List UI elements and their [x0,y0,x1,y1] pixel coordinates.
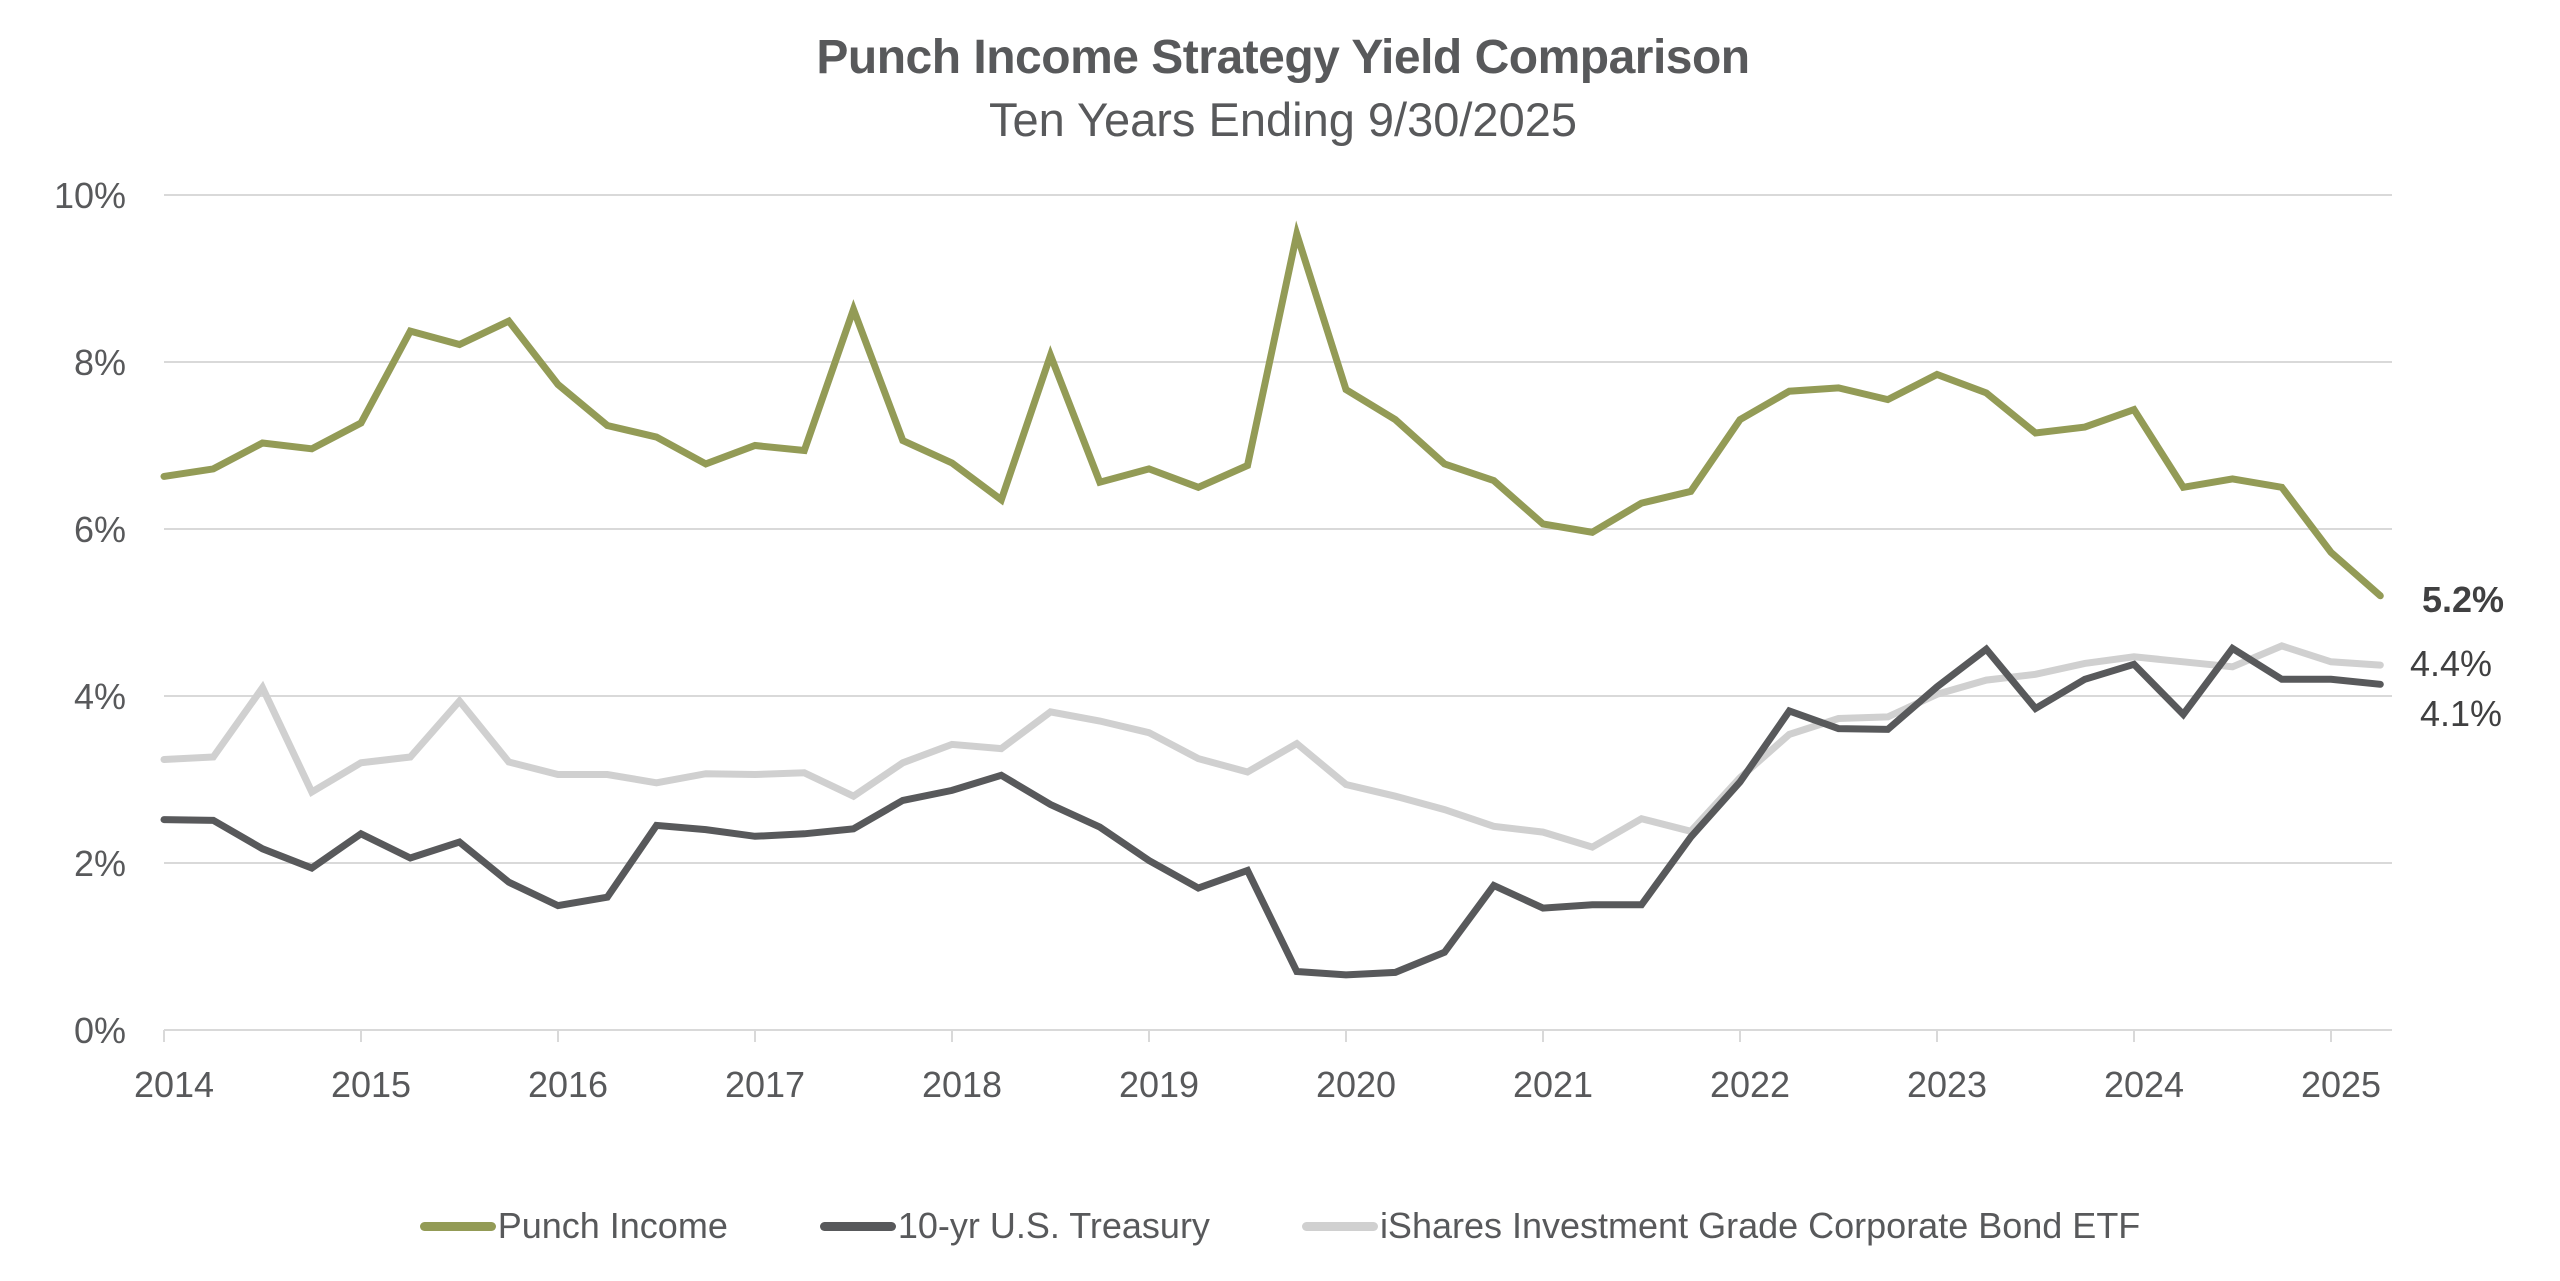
x-tick-label: 2022 [1710,1064,1790,1105]
x-tick-label: 2016 [528,1064,608,1105]
y-tick-label: 8% [74,342,126,383]
y-axis: 0% 2% 4% 6% 8% 10% [54,175,126,1051]
x-tick-label: 2017 [725,1064,805,1105]
x-tick-label: 2019 [1119,1064,1199,1105]
y-tick-label: 0% [74,1010,126,1051]
end-value-labels: 5.2% 4.4% 4.1% [2410,579,2504,734]
punch-end-label: 5.2% [2422,579,2504,620]
treasury-end-label: 4.1% [2420,693,2502,734]
x-tick-label: 2018 [922,1064,1002,1105]
y-tick-label: 10% [54,175,126,216]
x-tick-label: 2021 [1513,1064,1593,1105]
legend-label: Punch Income [497,1205,728,1246]
series-lines [160,220,2384,979]
x-tick-label: 2020 [1316,1064,1396,1105]
chart-title: Punch Income Strategy Yield Comparison [816,31,1750,84]
legend-item-punch-income: Punch Income [419,1205,728,1247]
y-tick-label: 4% [74,676,126,717]
punch-income-line [160,220,2384,600]
legend: Punch Income 10-yr U.S. Treasury iShares… [0,1205,2560,1247]
x-tick-label: 2015 [331,1064,411,1105]
ig-etf-swatch-icon [1301,1221,1378,1231]
legend-item-ig-etf: iShares Investment Grade Corporate Bond … [1301,1205,2141,1247]
y-tick-label: 6% [74,509,126,550]
x-tick-label: 2024 [2104,1064,2184,1105]
x-tick-label: 2025 [2301,1064,2381,1105]
chart-subtitle: Ten Years Ending 9/30/2025 [988,93,1577,146]
legend-item-treasury: 10-yr U.S. Treasury [819,1205,1210,1247]
x-tick-label: 2023 [1907,1064,1987,1105]
legend-label: iShares Investment Grade Corporate Bond … [1379,1205,2141,1246]
ishares-investment-grade-corporate-bond-etf-line [160,642,2384,851]
treasury-swatch-icon [819,1221,896,1231]
x-tick-label: 2014 [134,1064,214,1105]
punch-income-swatch-icon [419,1221,496,1231]
ig-etf-end-label: 4.4% [2410,643,2492,684]
x-axis: 2014 2015 2016 2017 2018 2019 2020 2021 2022 2023… [134,1030,2381,1105]
legend-label: 10-yr U.S. Treasury [897,1205,1210,1246]
y-tick-label: 2% [74,843,126,884]
10-yr-u-s-treasury-line [160,643,2384,979]
